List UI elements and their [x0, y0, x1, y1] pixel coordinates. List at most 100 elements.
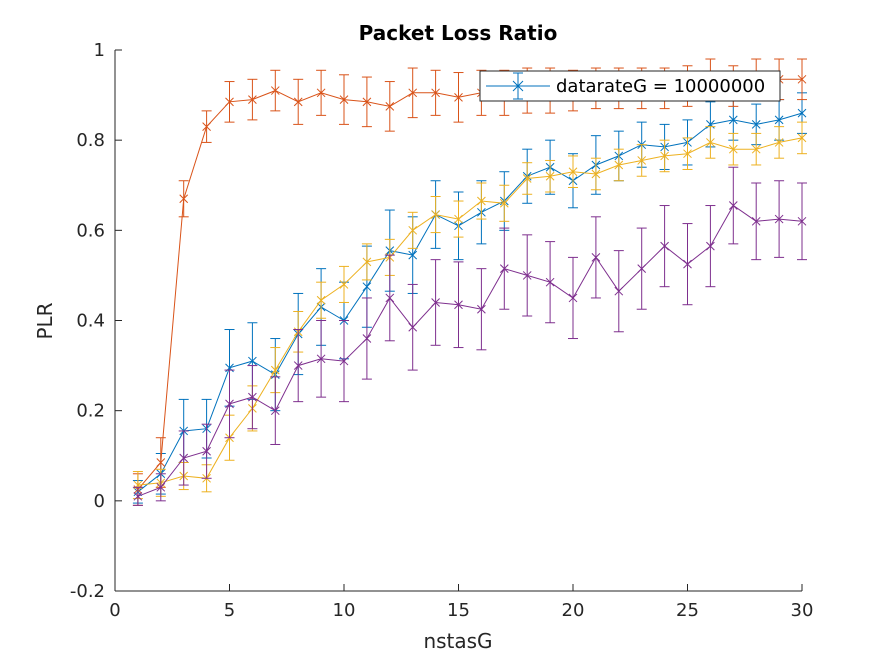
- x-tick-label: 15: [447, 600, 470, 621]
- data-point: [614, 160, 624, 170]
- data-point-stroke: [706, 138, 715, 147]
- data-point-stroke: [385, 102, 395, 111]
- data-point: [797, 108, 807, 118]
- y-tick-label: 0.8: [76, 130, 105, 151]
- data-point-stroke: [454, 214, 463, 224]
- data-point-stroke: [293, 97, 303, 107]
- data-point: [248, 95, 257, 104]
- data-point-stroke: [568, 167, 578, 177]
- data-point: [248, 356, 257, 366]
- data-point-stroke: [637, 264, 647, 274]
- axes-layer: 0 5 10 15 20 25 30-0.200.20.40.60.81: [70, 40, 814, 621]
- data-point: [477, 196, 486, 206]
- data-point-stroke: [202, 122, 211, 131]
- data-point: [339, 95, 349, 104]
- data-point-stroke: [316, 354, 326, 364]
- data-point-stroke: [522, 174, 532, 183]
- data-point: [545, 171, 555, 181]
- data-point-stroke: [728, 201, 738, 210]
- data-point-stroke: [385, 293, 395, 303]
- data-point-stroke: [248, 95, 257, 104]
- data-point: [683, 259, 692, 269]
- data-point: [660, 151, 669, 161]
- data-point-stroke: [408, 322, 418, 332]
- data-point: [706, 138, 715, 147]
- data-point-stroke: [408, 88, 418, 98]
- data-point-stroke: [339, 280, 349, 289]
- data-point: [225, 399, 234, 409]
- data-point: [499, 264, 509, 274]
- x-tick-label: 20: [562, 600, 585, 621]
- data-point: [408, 225, 418, 235]
- data-point: [797, 133, 807, 143]
- legend-errorbar-icon: [512, 72, 524, 100]
- data-point: [591, 253, 601, 262]
- data-point: [774, 138, 784, 147]
- data-point-stroke: [156, 458, 166, 467]
- data-point: [293, 97, 303, 107]
- data-point: [522, 174, 532, 183]
- data-point: [454, 214, 463, 224]
- y-tick-label: -0.2: [70, 581, 105, 602]
- data-point-stroke: [797, 216, 807, 226]
- data-point: [683, 149, 692, 159]
- series-4: [132, 166, 807, 506]
- y-tick-label: 0.6: [76, 220, 105, 241]
- data-point: [133, 491, 143, 501]
- y-tick-label: 0: [94, 491, 105, 512]
- data-point: [362, 257, 372, 267]
- data-point: [774, 214, 784, 224]
- data-point-stroke: [545, 171, 555, 181]
- data-point-stroke: [477, 196, 486, 206]
- y-axis-label: PLR: [33, 302, 57, 339]
- data-point-stroke: [728, 115, 738, 125]
- data-point: [477, 304, 486, 314]
- series-3: [132, 121, 807, 500]
- data-point: [156, 482, 166, 492]
- y-tick-label: 0.2: [76, 401, 105, 422]
- data-point: [728, 201, 738, 210]
- data-point-stroke: [797, 133, 807, 143]
- data-point: [637, 156, 647, 165]
- data-point-stroke: [591, 253, 601, 262]
- x-tick-label: 25: [676, 600, 699, 621]
- data-point: [156, 458, 166, 467]
- data-point-stroke: [270, 365, 280, 375]
- data-point-stroke: [751, 120, 761, 129]
- data-point: [362, 282, 372, 292]
- data-point-stroke: [454, 300, 463, 310]
- data-point-stroke: [522, 271, 532, 280]
- data-point: [270, 365, 280, 375]
- data-point: [316, 295, 326, 305]
- data-point: [728, 144, 738, 154]
- data-point-stroke: [706, 241, 715, 251]
- data-point: [270, 86, 280, 95]
- data-point: [706, 241, 715, 251]
- data-point-stroke: [133, 491, 143, 501]
- data-point-stroke: [431, 88, 440, 98]
- series-line: [137, 112, 803, 493]
- data-point-stroke: [637, 156, 647, 165]
- data-point: [202, 446, 211, 456]
- data-point: [248, 392, 257, 402]
- data-point-stroke: [431, 210, 440, 219]
- data-point-stroke: [316, 88, 326, 98]
- data-point-stroke: [660, 151, 669, 161]
- data-point-stroke: [728, 144, 738, 154]
- data-point: [751, 144, 761, 154]
- data-point-stroke: [477, 304, 486, 314]
- data-point-stroke: [179, 194, 189, 204]
- x-tick-label: 10: [333, 600, 356, 621]
- data-point-stroke: [225, 97, 234, 107]
- data-point-stroke: [408, 250, 418, 260]
- legend: datarateG = 10000000: [479, 70, 781, 102]
- data-point: [637, 264, 647, 274]
- data-point-stroke: [797, 108, 807, 118]
- data-point: [408, 322, 418, 332]
- data-point-stroke: [339, 95, 349, 104]
- data-point: [179, 453, 189, 463]
- data-point-stroke: [591, 169, 601, 179]
- data-point-stroke: [408, 225, 418, 235]
- data-point-stroke: [545, 277, 555, 287]
